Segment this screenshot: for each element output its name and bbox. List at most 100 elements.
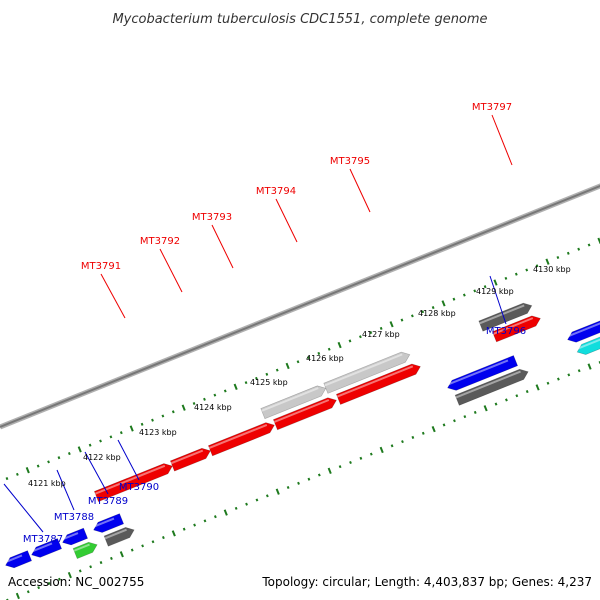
gene-gray-light-1[interactable]	[260, 385, 327, 420]
gene-mt3797[interactable]	[491, 315, 541, 343]
gene-label-mt3790: MT3790	[119, 482, 159, 493]
gene-mt3797-gray[interactable]	[478, 302, 533, 332]
gene-label-mt3793: MT3793	[192, 212, 232, 223]
tick-major	[587, 363, 592, 370]
gene-mt3793[interactable]	[207, 422, 275, 457]
tick-minor	[411, 435, 415, 439]
tick-minor	[6, 598, 9, 600]
tick-minor	[317, 473, 321, 477]
tick-minor	[234, 506, 238, 510]
gene-mt3794[interactable]	[272, 397, 337, 431]
tick-major	[535, 384, 540, 391]
tick-major	[441, 300, 446, 307]
tick-minor	[213, 393, 217, 397]
gene-mt3787[interactable]	[4, 550, 33, 569]
tick-major	[119, 551, 124, 558]
tick-minor	[401, 440, 404, 444]
tick-minor	[535, 264, 539, 268]
gene-mt3788[interactable]	[30, 538, 63, 558]
leader-mt3788	[56, 469, 75, 511]
tick-major	[223, 509, 228, 516]
tick-minor	[192, 401, 196, 406]
gene-mt3789[interactable]	[61, 527, 89, 546]
topology-summary: Topology: circular; Length: 4,403,837 bp…	[261, 575, 592, 589]
accession-label: Accession: NC_002755	[8, 575, 144, 589]
tick-minor	[58, 577, 61, 581]
tick-minor	[525, 268, 529, 272]
gene-mt3791[interactable]	[93, 463, 173, 503]
tick-minor	[89, 565, 93, 569]
tick-minor	[400, 318, 404, 322]
map-title: Mycobacterium tuberculosis CDC1551, comp…	[112, 12, 487, 27]
tick-minor	[421, 310, 425, 314]
tick-label-4125: 4125 kbp	[250, 378, 288, 387]
tick-minor	[473, 410, 477, 414]
tick-major	[181, 404, 186, 411]
genome-backbone-edge	[0, 184, 600, 428]
tick-major	[483, 405, 488, 412]
gene-mt3796[interactable]	[446, 355, 519, 391]
tick-label-4129: 4129 kbp	[476, 287, 514, 296]
leader-mt3795	[349, 168, 371, 213]
leader-mt3787	[3, 483, 44, 533]
tick-minor	[453, 419, 456, 423]
tick-minor	[47, 460, 50, 464]
tick-minor	[515, 394, 519, 398]
tick-minor	[369, 452, 373, 456]
tick-major	[171, 530, 176, 537]
gene-blue-right[interactable]	[566, 315, 600, 343]
tick-minor	[141, 544, 145, 548]
tick-minor	[296, 360, 300, 364]
tick-major	[431, 425, 436, 433]
tick-marks	[5, 237, 600, 600]
tick-minor	[349, 460, 352, 465]
tick-minor	[557, 377, 560, 381]
tick-minor	[504, 276, 508, 280]
gene-label-mt3796: MT3796	[486, 326, 526, 337]
leader-mt3794	[275, 198, 298, 243]
tick-row-top	[5, 237, 600, 481]
tick-label-4124: 4124 kbp	[194, 403, 232, 412]
tick-minor	[369, 331, 373, 335]
tick-minor	[379, 326, 383, 330]
tick-minor	[556, 255, 560, 260]
gene-green[interactable]	[72, 541, 98, 560]
tick-minor	[566, 251, 570, 255]
tick-minor	[587, 243, 591, 247]
tick-minor	[286, 485, 290, 490]
tick-major	[327, 467, 332, 474]
gene-mt3792[interactable]	[169, 447, 211, 472]
gene-mt3795[interactable]	[335, 363, 421, 405]
tick-minor	[99, 439, 102, 443]
tick-minor	[410, 314, 414, 318]
tick-minor	[67, 452, 71, 456]
gene-mt3790[interactable]	[92, 513, 125, 533]
tick-minor	[47, 581, 51, 585]
tick-minor	[245, 502, 248, 506]
gene-mt3796-gray[interactable]	[454, 368, 529, 406]
gene-labels-bottom: MT3787 MT3788 MT3789 MT3790 MT3796	[23, 326, 526, 545]
gene-label-mt3795: MT3795	[330, 156, 370, 167]
gene-gray-light-2[interactable]	[323, 351, 411, 394]
tick-label-4123: 4123 kbp	[139, 428, 177, 437]
gene-mt3790-gray[interactable]	[103, 527, 135, 547]
tick-minor	[193, 523, 196, 527]
tick-minor	[26, 590, 30, 594]
tick-labels: 4121 kbp 4122 kbp 4123 kbp 4124 kbp 4125…	[28, 265, 571, 488]
tick-minor	[37, 586, 41, 590]
leader-mt3793	[211, 224, 234, 269]
tick-minor	[15, 472, 19, 476]
gene-track	[4, 302, 600, 569]
tick-label-4128: 4128 kbp	[418, 309, 456, 318]
tick-minor	[317, 351, 321, 355]
tick-major	[67, 571, 72, 579]
tick-label-4130: 4130 kbp	[533, 265, 571, 274]
tick-minor	[182, 527, 186, 531]
gene-cyan-right[interactable]	[575, 329, 600, 355]
tick-major	[275, 488, 280, 495]
tick-minor	[78, 569, 82, 573]
tick-minor	[338, 465, 342, 469]
tick-minor	[161, 414, 165, 418]
tick-minor	[151, 418, 154, 422]
